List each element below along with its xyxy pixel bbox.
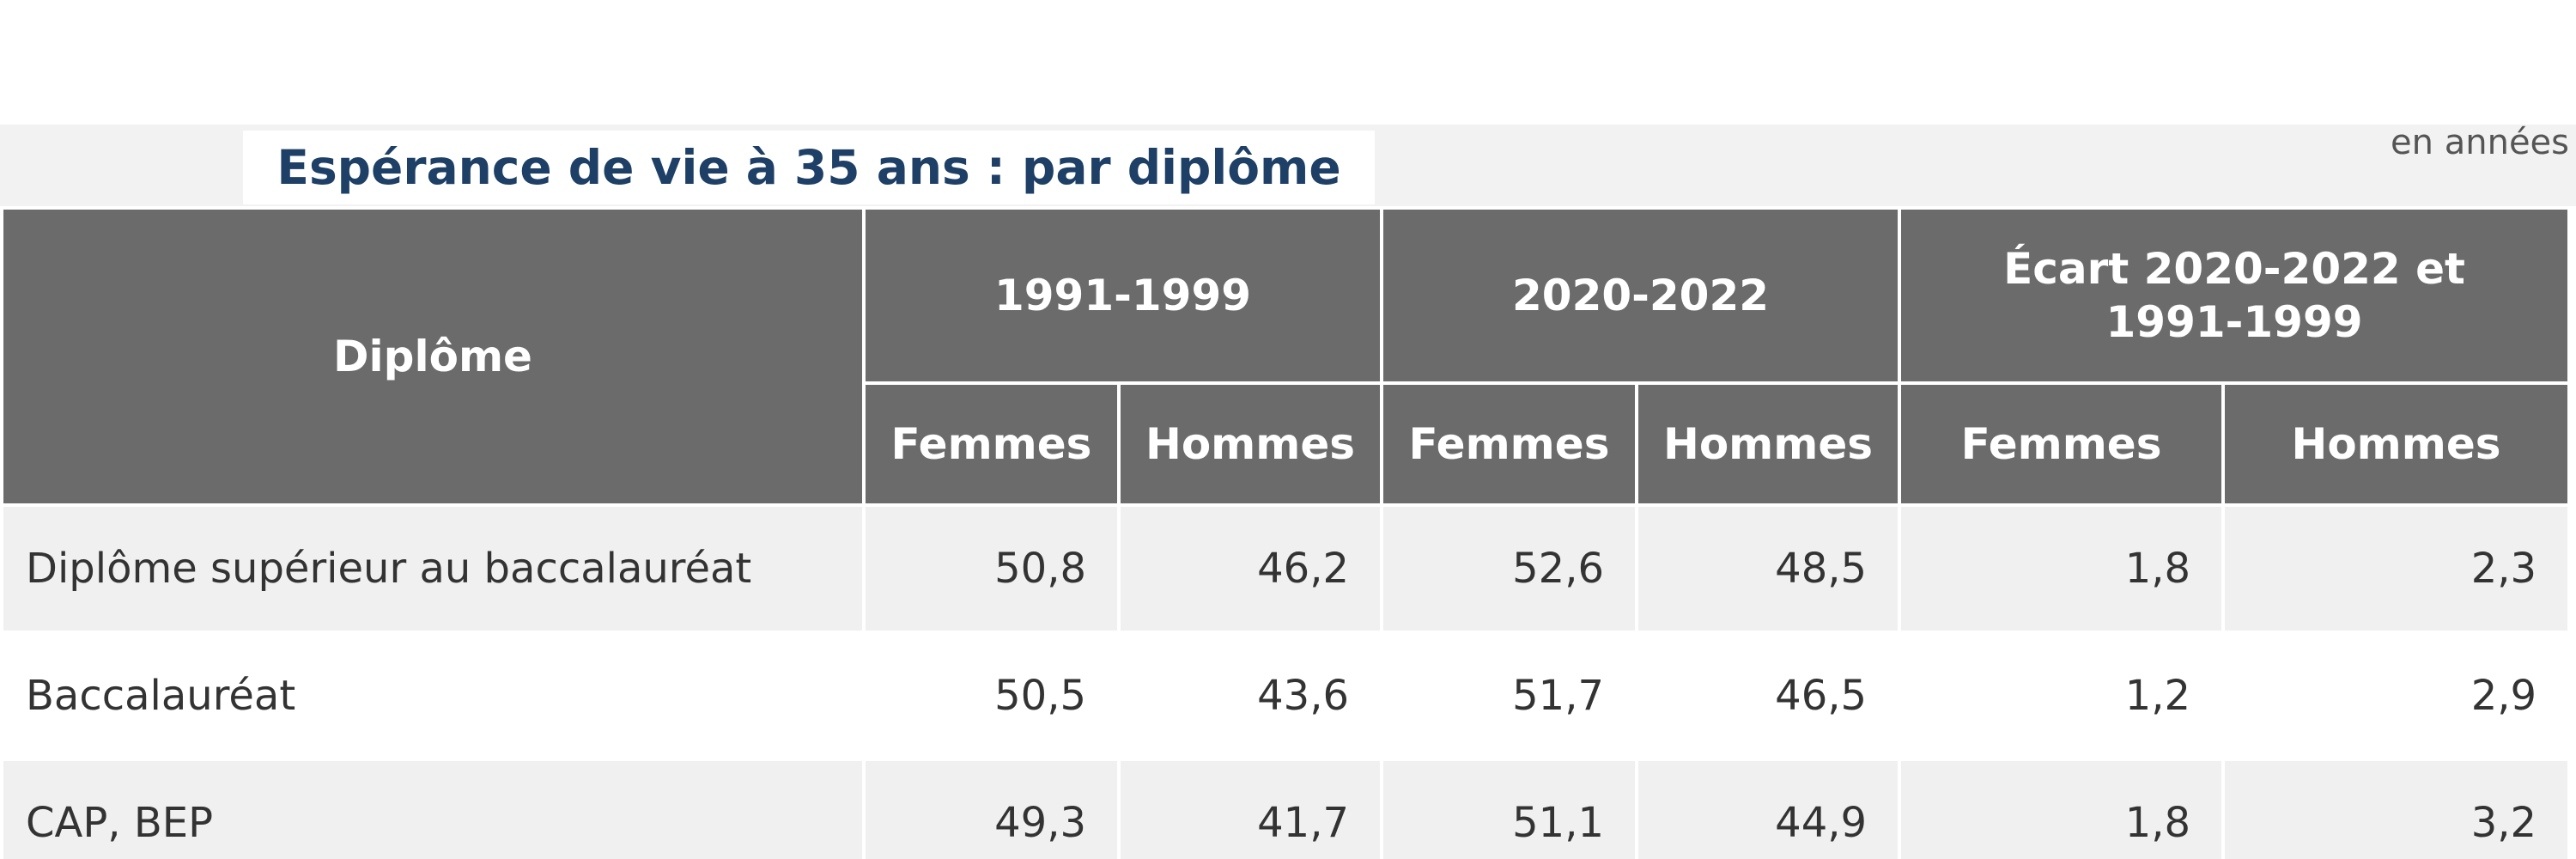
row-label: CAP, BEP bbox=[0, 758, 866, 859]
subheader-hommes: Hommes bbox=[1116, 381, 1384, 507]
subheader-hommes: Hommes bbox=[1635, 381, 1902, 507]
table-cell: 51,7 bbox=[1380, 631, 1639, 761]
table-cell: 1,8 bbox=[1898, 503, 2226, 634]
table-cell: 50,8 bbox=[862, 503, 1121, 634]
table-row: CAP, BEP 49,3 41,7 51,1 44,9 1,8 3,2 bbox=[0, 758, 2572, 859]
table-cell: 48,5 bbox=[1635, 503, 1902, 634]
table-row: Baccalauréat 50,5 43,6 51,7 46,5 1,2 2,9 bbox=[0, 631, 2572, 761]
table-cell: 51,1 bbox=[1380, 758, 1639, 859]
table-row: Diplôme supérieur au baccalauréat 50,8 4… bbox=[0, 503, 2572, 634]
header-row-periods: Diplôme 1991-1999 2020-2022 Écart 2020-2… bbox=[0, 206, 2572, 507]
table-cell: 52,6 bbox=[1380, 503, 1639, 634]
subheader-femmes: Femmes bbox=[862, 381, 1121, 507]
table-cell: 3,2 bbox=[2221, 758, 2572, 859]
data-table: Diplôme 1991-1999 2020-2022 Écart 2020-2… bbox=[0, 206, 2572, 859]
table-cell: 44,9 bbox=[1635, 758, 1902, 859]
subheader-femmes: Femmes bbox=[1380, 381, 1639, 507]
table-cell: 41,7 bbox=[1116, 758, 1384, 859]
table-title-box: Espérance de vie à 35 ans : par diplôme bbox=[243, 131, 1375, 204]
table-cell: 50,5 bbox=[862, 631, 1121, 761]
table-cell: 46,5 bbox=[1635, 631, 1902, 761]
table-cell: 46,2 bbox=[1116, 503, 1384, 634]
table-cell: 49,3 bbox=[862, 758, 1121, 859]
table-cell: 2,9 bbox=[2221, 631, 2572, 761]
table-title: Espérance de vie à 35 ans : par diplôme bbox=[276, 140, 1341, 195]
row-label: Baccalauréat bbox=[0, 631, 866, 761]
period-header-ecart: Écart 2020-2022 et 1991-1999 bbox=[1898, 206, 2572, 385]
row-label: Diplôme supérieur au baccalauréat bbox=[0, 503, 866, 634]
table-cell: 2,3 bbox=[2221, 503, 2572, 634]
table-cell: 43,6 bbox=[1116, 631, 1384, 761]
subheader-hommes: Hommes bbox=[2221, 381, 2572, 507]
period-header-1991-1999: 1991-1999 bbox=[861, 206, 1384, 385]
column-header-diplome: Diplôme bbox=[0, 206, 866, 507]
table-cell: 1,2 bbox=[1898, 631, 2226, 761]
top-blank-area bbox=[0, 0, 2576, 125]
period-header-2020-2022: 2020-2022 bbox=[1380, 206, 1902, 385]
subheader-femmes: Femmes bbox=[1898, 381, 2226, 507]
table-cell: 1,8 bbox=[1898, 758, 2226, 859]
header-row-sex: Femmes Hommes Femmes Hommes Femmes Homme… bbox=[2, 381, 2572, 507]
unit-note: en années bbox=[2391, 123, 2569, 162]
